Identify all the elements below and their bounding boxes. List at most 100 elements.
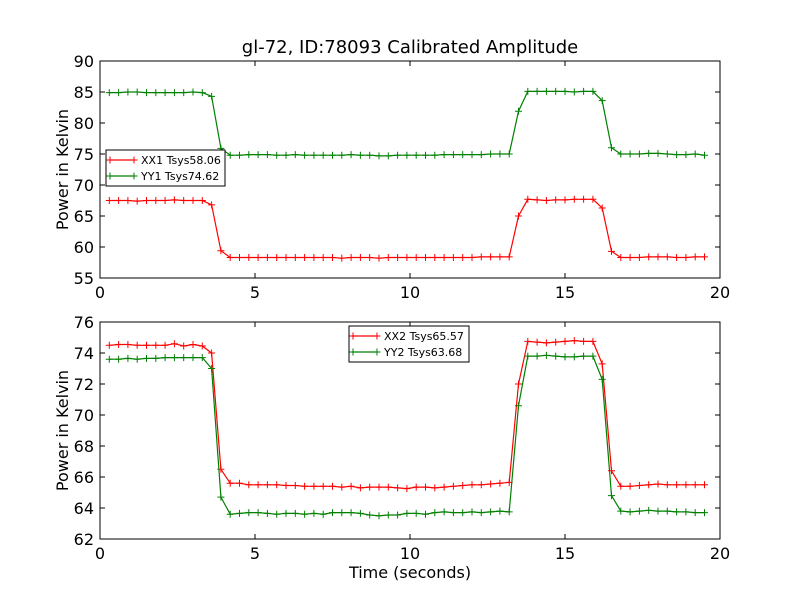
data-point — [189, 354, 197, 362]
y-axis-label: Power in Kelvin — [53, 109, 72, 230]
data-point — [682, 254, 690, 262]
data-point — [282, 254, 290, 262]
data-point — [375, 254, 383, 262]
x-tick-label: 0 — [95, 544, 105, 563]
legend-marker — [106, 156, 114, 164]
data-point — [589, 87, 597, 95]
y-tick-label: 70 — [74, 176, 94, 195]
data-point — [170, 196, 178, 204]
data-point — [449, 254, 457, 262]
data-point — [449, 482, 457, 490]
data-point — [459, 151, 467, 159]
data-point — [663, 481, 671, 489]
data-point — [589, 352, 597, 360]
data-point — [291, 151, 299, 159]
data-point — [645, 506, 653, 514]
data-point — [505, 508, 513, 516]
data-point — [570, 337, 578, 345]
data-point — [124, 88, 132, 96]
legend-marker — [349, 348, 357, 356]
data-point — [356, 484, 364, 492]
data-point — [487, 508, 495, 516]
data-point — [580, 195, 588, 203]
data-point — [431, 509, 439, 517]
data-point — [412, 509, 420, 517]
data-point — [580, 352, 588, 360]
data-point — [180, 354, 188, 362]
data-point — [673, 481, 681, 489]
data-point — [319, 151, 327, 159]
data-point — [477, 481, 485, 489]
x-axis-label: Time (seconds) — [348, 563, 471, 582]
data-point — [115, 355, 123, 363]
data-point — [598, 375, 606, 383]
data-point — [561, 337, 569, 345]
data-point — [626, 482, 634, 490]
x-tick-label: 15 — [555, 283, 575, 302]
data-point — [598, 97, 606, 105]
data-point — [459, 254, 467, 262]
data-point — [403, 254, 411, 262]
data-point — [598, 360, 606, 368]
data-point — [254, 509, 262, 517]
data-point — [310, 509, 318, 517]
data-point — [143, 197, 150, 204]
data-point — [347, 509, 355, 517]
data-point — [635, 507, 643, 515]
data-point — [384, 511, 392, 519]
top-plot: 0 5 10 15 20 55 60 65 70 75 80 85 90 Power in Kelvin X… — [53, 52, 730, 302]
data-point — [598, 204, 606, 212]
data-point — [701, 509, 708, 517]
data-point — [263, 151, 271, 159]
data-point — [645, 481, 653, 489]
data-point — [198, 197, 206, 204]
y-tick-label: 75 — [74, 145, 94, 164]
data-point — [170, 354, 178, 362]
data-point — [143, 89, 150, 97]
data-point — [496, 253, 504, 261]
data-point — [245, 254, 253, 262]
data-point — [329, 254, 336, 262]
data-point — [226, 510, 234, 518]
data-point — [431, 151, 439, 159]
data-point — [105, 355, 113, 363]
data-point — [691, 253, 699, 261]
data-point — [701, 151, 708, 159]
data-point — [477, 151, 485, 159]
data-point — [487, 480, 495, 488]
data-point — [180, 89, 188, 97]
data-point — [570, 88, 578, 96]
data-point — [552, 352, 560, 360]
data-point — [347, 151, 355, 159]
data-point — [533, 196, 541, 204]
data-point — [161, 341, 169, 349]
y-tick-label: 68 — [74, 437, 94, 456]
data-point — [496, 507, 504, 515]
data-point — [273, 254, 281, 262]
data-point — [356, 509, 364, 517]
data-point — [589, 195, 597, 203]
data-point — [226, 254, 234, 262]
data-point — [301, 482, 309, 490]
data-point — [356, 151, 364, 159]
data-point — [403, 151, 411, 159]
data-point — [301, 254, 309, 262]
legend-box — [105, 149, 226, 187]
data-point — [226, 151, 234, 159]
data-point — [654, 253, 662, 261]
y-tick-label: 64 — [74, 499, 94, 518]
data-point — [236, 151, 243, 159]
legend: XX1 Tsys58.06 YY1 Tsys74.62 — [105, 149, 226, 187]
data-point — [459, 509, 467, 517]
data-point — [487, 253, 495, 261]
data-point — [133, 341, 141, 349]
legend-box — [348, 325, 470, 363]
data-point — [682, 481, 690, 489]
data-point — [608, 492, 615, 500]
data-point — [329, 509, 336, 517]
y-tick-label: 70 — [74, 406, 94, 425]
data-point — [338, 483, 346, 491]
data-point — [319, 482, 327, 490]
data-point — [663, 253, 671, 261]
